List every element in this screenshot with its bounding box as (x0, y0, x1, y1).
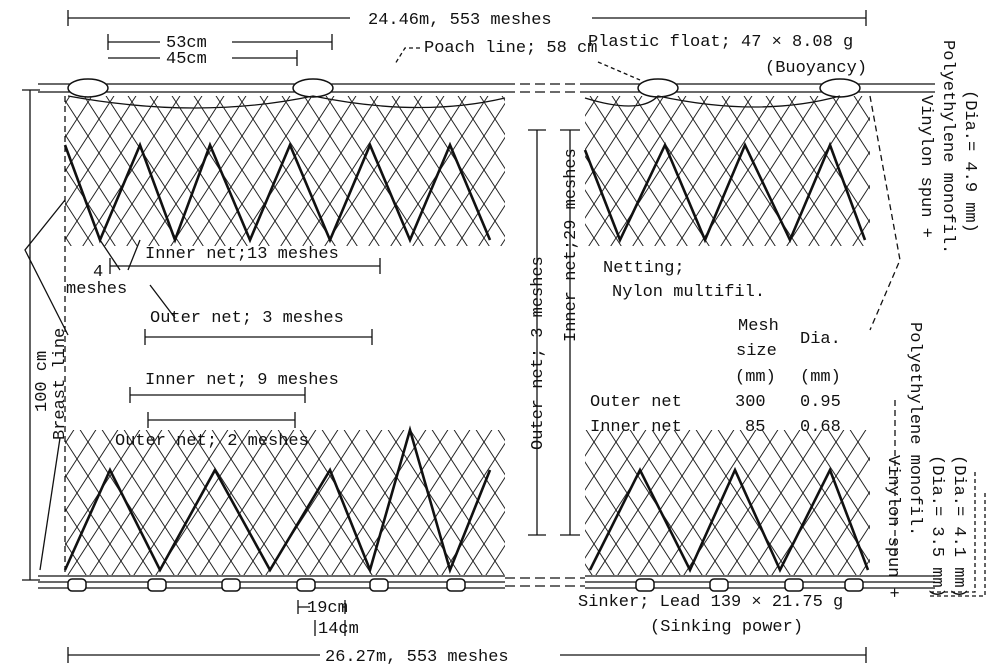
inner-net-label: Inner net; 9 meshes (145, 371, 339, 390)
outer-net-depth: Outer net; 3 meshes (529, 256, 548, 450)
column-header: size (736, 342, 777, 361)
sinker: Sinker; Lead 139 × 21.75 g (578, 593, 843, 612)
float-interval: 53cm (166, 34, 207, 53)
depth: 100 cm (33, 351, 52, 412)
inner-net-label: Inner net;13 meshes (145, 245, 339, 264)
headrope-length: 24.46m, 553 meshes (368, 11, 552, 30)
mesh-size: 300 (735, 393, 766, 412)
diameter: 0.95 (800, 393, 841, 412)
netting-title: Netting; (603, 259, 685, 278)
drawing (22, 10, 986, 663)
headrope-material: Vinylon spun + (916, 95, 935, 238)
column-header: (mm) (735, 368, 776, 387)
float: Plastic float; 47 × 8.08 g (588, 33, 853, 52)
mesh-unit: meshes (66, 280, 127, 299)
footrope-diameter: (Dia.= 3.5 mm) (927, 455, 946, 598)
poach-line: Poach line; 58 cm (424, 39, 597, 58)
column-header: Dia. (800, 330, 841, 349)
outer-net-label: Outer net; 3 meshes (150, 309, 344, 328)
column-header: (mm) (800, 368, 841, 387)
sinker-interval: 19cm (307, 599, 348, 618)
mesh-count: 4 (93, 263, 103, 282)
netting-material: Nylon multifil. (612, 283, 765, 302)
footrope-material: Polyethylene monofil. (905, 322, 924, 536)
mesh-size: 85 (745, 418, 765, 437)
row-label: Outer net (590, 393, 682, 412)
float-interval-inner: 45cm (166, 50, 207, 69)
labels: 24.46m, 553 meshes 53cm 45cm Poach line;… (33, 11, 979, 667)
sinker-interval-inner: 14cm (318, 620, 359, 639)
buoyancy: (Buoyancy) (765, 59, 867, 78)
breast-line: Breast line (51, 328, 70, 440)
row-label: Inner net (590, 418, 682, 437)
headrope-diameter: (Dia.= 4.9 mm) (960, 90, 979, 233)
footrope-diameter: (Dia.= 4.1 mm) (949, 455, 968, 598)
footrope-length: 26.27m, 553 meshes (325, 648, 509, 667)
diameter: 0.68 (800, 418, 841, 437)
outer-net-label: Outer net; 2 meshes (115, 432, 309, 451)
inner-net-depth: Inner net;29 meshes (562, 148, 581, 342)
footrope-material: Vinylon spun + (883, 455, 902, 598)
sinking-power: (Sinking power) (650, 618, 803, 637)
column-header: Mesh (738, 317, 779, 336)
headrope-material: Polyethylene monofil. (938, 40, 957, 254)
